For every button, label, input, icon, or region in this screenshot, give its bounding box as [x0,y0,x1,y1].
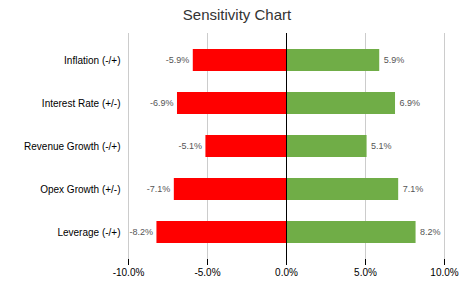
html-text:Sensitivity Chart: Sensitivity Chart [182,6,292,23]
svg-text:Inflation (-/+): Inflation (-/+) [64,55,120,66]
svg-text:6.9%: 6.9% [400,98,421,108]
svg-text:-10.0%: -10.0% [113,267,145,278]
svg-text:Revenue Growth (-/+): Revenue Growth (-/+) [24,141,120,152]
svg-text:5.1%: 5.1% [371,141,392,151]
svg-text:10.0%: 10.0% [430,267,458,278]
svg-text:Interest Rate (+/-): Interest Rate (+/-) [42,98,121,109]
svg-text:0.0%: 0.0% [275,267,298,278]
svg-text:-6.9%: -6.9% [150,98,174,108]
svg-text:-7.1%: -7.1% [147,184,171,194]
svg-text:-5.1%: -5.1% [178,141,202,151]
svg-text:8.2%: 8.2% [420,227,441,237]
svg-text:5.9%: 5.9% [384,55,405,65]
svg-text:Leverage (-/+): Leverage (-/+) [57,227,120,238]
svg-text:-8.2%: -8.2% [129,227,153,237]
svg-text:-5.9%: -5.9% [166,55,190,65]
svg-text:5.0%: 5.0% [354,267,377,278]
svg-text:-5.0%: -5.0% [194,267,220,278]
svg-text:Opex Growth (+/-): Opex Growth (+/-) [40,184,120,195]
svg-text:7.1%: 7.1% [403,184,424,194]
